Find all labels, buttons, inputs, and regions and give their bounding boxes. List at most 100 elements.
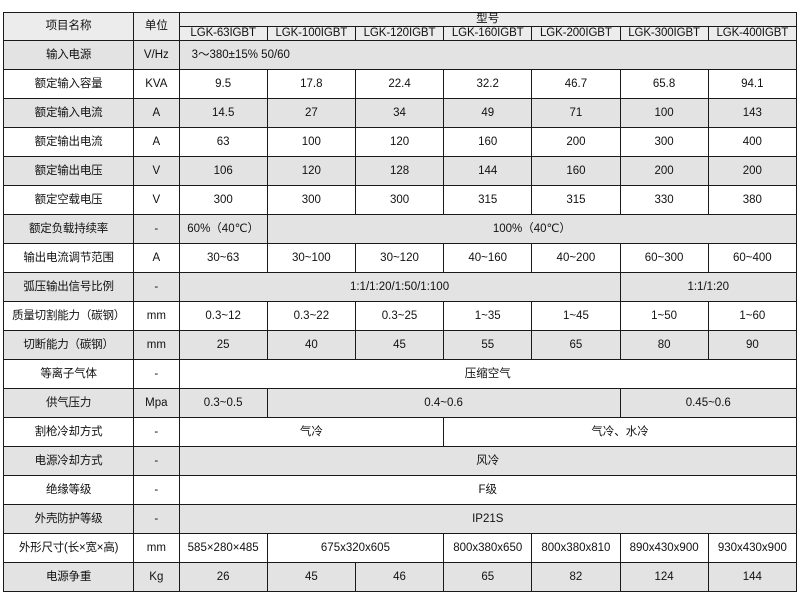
row-value: 1~50 — [619, 301, 709, 332]
table-row: 额定输入电流 A 14.5 27 34 49 71 100 143 — [2, 98, 798, 129]
row-value: 25 — [178, 330, 268, 361]
row-label: 割枪冷却方式 — [2, 417, 135, 448]
row-value: 380 — [707, 185, 798, 216]
row-value: 14.5 — [178, 98, 268, 129]
row-value: 风冷 — [178, 446, 798, 477]
row-value: 100 — [266, 127, 356, 158]
row-value: 120 — [266, 156, 356, 187]
row-value: 82 — [531, 562, 621, 593]
row-value: 1~35 — [443, 301, 533, 332]
header-model-5: LGK-200IGBT — [531, 26, 621, 42]
row-value: 30~100 — [266, 243, 356, 274]
header-model-1: LGK-63IGBT — [178, 26, 268, 42]
row-label: 额定空载电压 — [2, 185, 135, 216]
row-value: 65.8 — [619, 69, 709, 100]
row-value: 585×280×485 — [178, 533, 268, 564]
row-value: 300 — [266, 185, 356, 216]
row-value: 94.1 — [707, 69, 798, 100]
table-row: 额定输入容量 KVA 9.5 17.8 22.4 32.2 46.7 65.8 94.1 — [2, 69, 798, 100]
row-value: 3～380±15% 50/60 — [178, 40, 798, 71]
table-row: 输入电源 V/Hz 3～380±15% 50/60 — [2, 40, 798, 71]
row-value: 40~160 — [443, 243, 533, 274]
row-unit: V/Hz — [133, 40, 180, 71]
row-value: 46 — [354, 562, 445, 593]
row-unit: mm — [133, 301, 180, 332]
row-value: 45 — [266, 562, 356, 593]
row-value: 124 — [619, 562, 709, 593]
row-value: 60~400 — [707, 243, 798, 274]
row-value: 315 — [443, 185, 533, 216]
row-label: 额定输入电流 — [2, 98, 135, 129]
row-value: 106 — [178, 156, 268, 187]
row-unit: mm — [133, 330, 180, 361]
row-value: F级 — [178, 475, 798, 506]
table-row: 额定负载持续率 -60%（40℃） 100%（40℃） — [2, 214, 798, 245]
row-value: 0.3~0.5 — [178, 388, 268, 419]
table-row: 外形尺寸(长×宽×高) mm 585×280×485 675x320x605 800x3… — [2, 533, 798, 564]
row-unit: - — [133, 272, 180, 303]
row-label: 质量切割能力（碳钢） — [2, 301, 135, 332]
table-row: 输出电流调节范围 A 30~63 30~100 30~120 40~160 40~200 60… — [2, 243, 798, 274]
header-model-2: LGK-100IGBT — [266, 26, 356, 42]
row-value: 45 — [354, 330, 445, 361]
row-label: 绝缘等级 — [2, 475, 135, 506]
row-value: 9.5 — [178, 69, 268, 100]
row-unit: Kg — [133, 562, 180, 593]
row-label: 电源争重 — [2, 562, 135, 593]
row-label: 额定输出电压 — [2, 156, 135, 187]
header-model-group: 型号 — [178, 11, 798, 28]
row-value: 30~120 — [354, 243, 445, 274]
table-row: 切断能力（碳钢） mm 25 40 45 55 65 80 90 — [2, 330, 798, 361]
row-value: 1:1/1:20 — [619, 272, 797, 303]
row-unit: - — [133, 359, 180, 390]
row-unit: - — [133, 446, 180, 477]
row-value: 49 — [443, 98, 533, 129]
row-value: 200 — [531, 127, 621, 158]
row-label: 电源冷却方式 — [2, 446, 135, 477]
row-value: 800x380x650 — [443, 533, 533, 564]
row-value: 160 — [531, 156, 621, 187]
row-label: 外形尺寸(长×宽×高) — [2, 533, 135, 564]
table-row: 外壳防护等级 - IP21S — [2, 504, 798, 535]
row-unit: - — [133, 475, 180, 506]
row-value: 60~300 — [619, 243, 709, 274]
header-model-4: LGK-160IGBT — [443, 26, 533, 42]
specification-table: 项目名称 单位 型号 LGK-63IGBT LGK-100IGBT LGK-120I… — [2, 11, 798, 593]
row-value: 144 — [707, 562, 798, 593]
row-label: 弧压输出信号比例 — [2, 272, 135, 303]
table-row: 电源冷却方式 - 风冷 — [2, 446, 798, 477]
row-value: 300 — [354, 185, 445, 216]
table-row: 割枪冷却方式 - 气冷 气冷、水冷 — [2, 417, 797, 448]
row-value: 气冷 — [178, 417, 445, 448]
row-unit: A — [133, 127, 180, 158]
table-row: 绝缘等级 - F级 — [2, 475, 798, 506]
row-value: 1~60 — [707, 301, 798, 332]
row-label: 输入电源 — [2, 40, 135, 71]
table-row: 质量切割能力（碳钢） mm 0.3~12 0.3~22 0.3~25 1~35 1~45 1~… — [2, 301, 798, 332]
row-value: 300 — [178, 185, 268, 216]
row-value: 300 — [619, 127, 709, 158]
table-row: 额定输出电压 V 106 120 128 144 160 200 200 — [2, 156, 798, 187]
row-unit: KVA — [133, 69, 180, 100]
table-row: 弧压输出信号比例 -1:1/1:20/1:50/1:100 1:1/1:20 — [2, 272, 797, 303]
row-value: IP21S — [178, 504, 798, 535]
row-value: 17.8 — [266, 69, 356, 100]
table-body: 输入电源 V/Hz 3～380±15% 50/60 额定输入容量 KVA 9.5 17.8 2… — [2, 40, 798, 593]
table-row: 电源争重 Kg 26 45 46 65 82 124 144 — [2, 562, 798, 593]
row-value: 1~45 — [531, 301, 621, 332]
row-label: 切断能力（碳钢） — [2, 330, 135, 361]
table-row: 供气压力 Mpa 0.3~0.5 0.4~0.6 0.45~0.6 — [2, 388, 797, 419]
table-header: 项目名称 单位 型号 LGK-63IGBT LGK-100IGBT LGK-120I… — [2, 11, 798, 42]
row-unit: - — [133, 214, 180, 245]
row-value: 315 — [531, 185, 621, 216]
header-model-3: LGK-120IGBT — [354, 26, 445, 42]
row-value: 63 — [178, 127, 268, 158]
row-value: 32.2 — [443, 69, 533, 100]
row-value: 40 — [266, 330, 356, 361]
row-unit: - — [133, 417, 180, 448]
row-value: 1:1/1:20/1:50/1:100 — [178, 272, 621, 303]
row-value: 0.45~0.6 — [619, 388, 797, 419]
row-value: 80 — [619, 330, 709, 361]
header-row-top: 项目名称 单位 型号 — [2, 11, 798, 42]
row-value: 0.3~25 — [354, 301, 445, 332]
